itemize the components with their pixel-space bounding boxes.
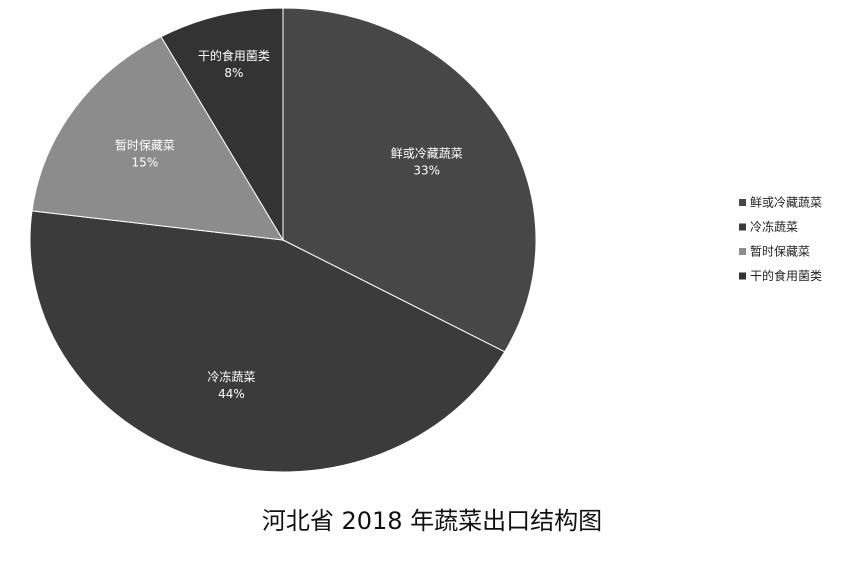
- pie-slice: [31, 36, 284, 241]
- slice-value-label: 8%: [224, 66, 243, 80]
- legend-swatch: [739, 199, 746, 206]
- slice-label: 干的食用菌类: [198, 48, 270, 63]
- pie-slice: [160, 7, 284, 242]
- slice-value-label: 15%: [132, 155, 159, 169]
- legend-label: 鲜或冷藏蔬菜: [750, 196, 822, 210]
- slice-label: 暂时保藏菜: [115, 138, 175, 152]
- slice-value-label: 33%: [413, 164, 440, 178]
- legend-label: 冷冻蔬菜: [750, 219, 798, 234]
- legend-swatch: [739, 223, 746, 231]
- legend-swatch: [739, 272, 746, 280]
- slice-value-label: 44%: [218, 387, 245, 401]
- legend-label: 干的食用菌类: [750, 268, 822, 283]
- pie-slice: [282, 7, 537, 353]
- slice-label: 鲜或冷藏蔬菜: [391, 147, 463, 161]
- chart-title: 河北省 2018 年蔬菜出口结构图: [262, 507, 602, 535]
- legend-label: 暂时保藏菜: [750, 245, 810, 259]
- slice-label: 冷冻蔬菜: [207, 369, 255, 384]
- pie-slice: [29, 210, 506, 473]
- legend-swatch: [739, 248, 746, 255]
